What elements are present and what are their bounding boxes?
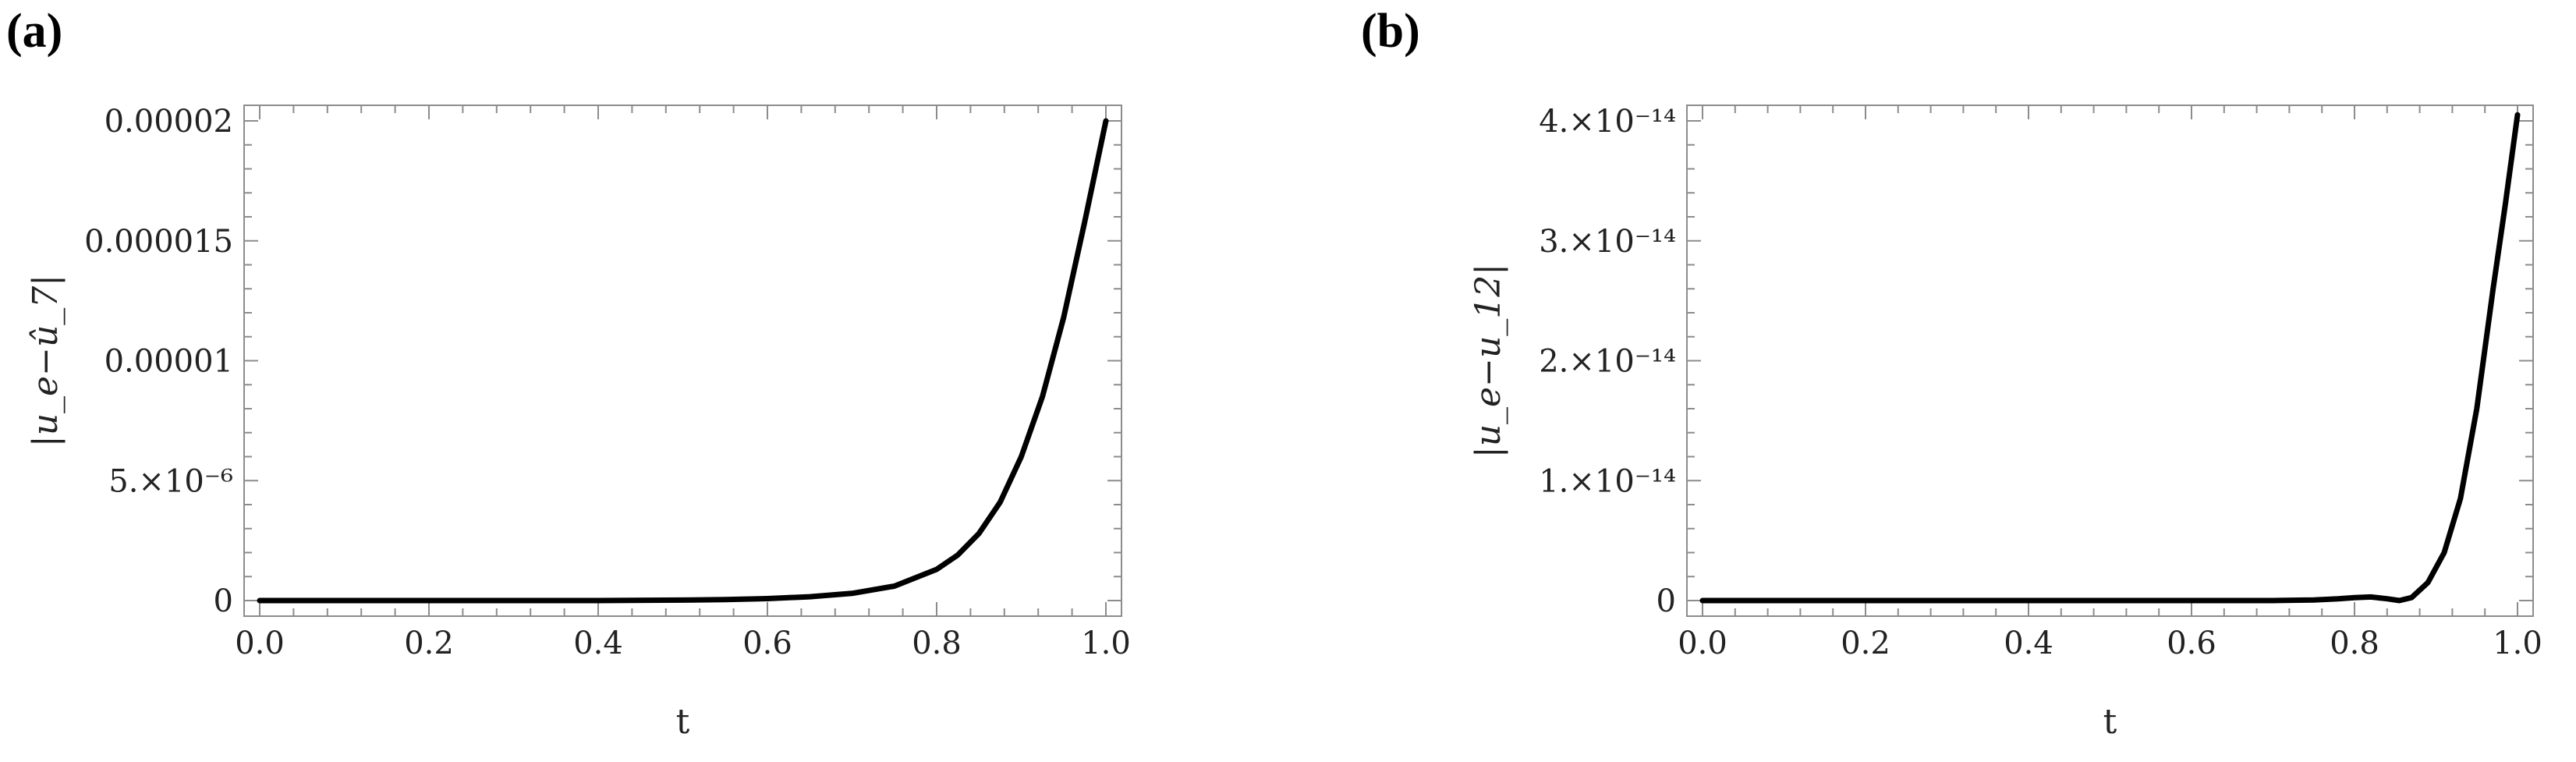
y-tick-label: 0 <box>214 583 233 619</box>
plot-frame <box>243 105 1122 617</box>
y-tick-label: 3.×10⁻¹⁴ <box>1539 224 1676 260</box>
y-tick-label: 0.00001 <box>105 344 233 380</box>
x-tick-label: 0.0 <box>235 626 285 661</box>
x-tick-label: 0.6 <box>742 626 792 661</box>
chart-a-svg: 0.0 0.2 0.4 0.6 0.8 1.0 0 5.×10⁻⁶ 0.00001 0.00001… <box>6 5 1131 742</box>
y-axis-label: |u_e−û_7| <box>26 275 66 447</box>
x-tick-label: 0.0 <box>1678 626 1727 661</box>
chart-b: 0.0 0.2 0.4 0.6 0.8 1.0 0 1.×10⁻¹⁴ 2.×10⁻¹⁴ 3.×10… <box>1361 5 2542 742</box>
plot-frame <box>1686 105 2534 617</box>
x-tick-label: 0.2 <box>404 626 454 661</box>
x-tick-label: 1.0 <box>2493 626 2542 661</box>
y-tick-label: 2.×10⁻¹⁴ <box>1539 344 1676 380</box>
y-tick-label: 4.×10⁻¹⁴ <box>1539 104 1676 140</box>
x-tick-label: 0.4 <box>573 626 623 661</box>
panel-label: (a) <box>6 5 62 58</box>
x-tick-label: 0.8 <box>2330 626 2379 661</box>
y-tick-label: 0 <box>1657 583 1676 619</box>
y-tick-label: 1.×10⁻¹⁴ <box>1539 463 1676 499</box>
chart-panel-a: 0.0 0.2 0.4 0.6 0.8 1.0 0 5.×10⁻⁶ 0.00001 0.00001… <box>6 5 1131 742</box>
y-axis-label: |u_e−u_12| <box>1469 264 1508 458</box>
panel-label: (b) <box>1361 5 1420 58</box>
chart-a: 0.0 0.2 0.4 0.6 0.8 1.0 0 5.×10⁻⁶ 0.00001 0.00001… <box>6 5 1131 742</box>
x-tick-label: 1.0 <box>1081 626 1131 661</box>
chart-b-svg: 0.0 0.2 0.4 0.6 0.8 1.0 0 1.×10⁻¹⁴ 2.×10⁻¹⁴ 3.×10… <box>1361 5 2542 742</box>
series-line-error <box>257 118 1109 604</box>
y-tick-label: 5.×10⁻⁶ <box>108 463 233 499</box>
series-line-error <box>1699 112 2521 604</box>
y-tick-label: 0.000015 <box>84 224 233 260</box>
x-tick-label: 0.8 <box>912 626 962 661</box>
x-axis-label: t <box>2103 702 2117 742</box>
x-tick-label: 0.2 <box>1841 626 1890 661</box>
chart-panel-b: 0.0 0.2 0.4 0.6 0.8 1.0 0 1.×10⁻¹⁴ 2.×10⁻¹⁴ 3.×10… <box>1288 0 2576 762</box>
x-tick-label: 0.4 <box>2004 626 2053 661</box>
y-tick-label: 0.00002 <box>105 104 233 140</box>
x-tick-label: 0.6 <box>2167 626 2216 661</box>
x-axis-label: t <box>676 702 690 742</box>
